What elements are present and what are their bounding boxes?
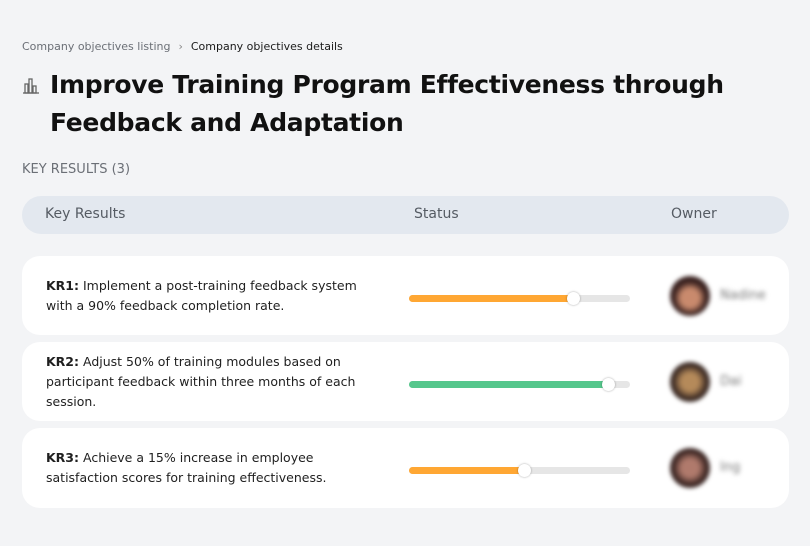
key-result-text: Implement a post-training feedback syste… — [46, 277, 357, 313]
progress-bar[interactable] — [409, 291, 630, 305]
key-result-text: Adjust 50% of training modules based on … — [46, 353, 356, 409]
progress-bar[interactable] — [409, 377, 630, 391]
owner-name: Ing — [720, 460, 741, 475]
table-header: Key Results Status Owner — [22, 196, 789, 234]
key-result-id: KR3: — [46, 450, 80, 465]
owner-avatar — [670, 361, 710, 402]
progress-fill — [409, 467, 524, 474]
progress-handle[interactable] — [566, 291, 580, 305]
breadcrumb-parent-link[interactable]: Company objectives listing — [22, 40, 171, 53]
key-result-row[interactable]: KR3: Achieve a 15% increase in employee … — [22, 428, 789, 508]
chart-bars-icon — [23, 78, 39, 94]
key-result-id: KR1: — [46, 277, 80, 293]
breadcrumb: Company objectives listing › Company obj… — [22, 40, 343, 53]
progress-fill — [409, 294, 573, 302]
key-result-description: KR3: Achieve a 15% increase in employee … — [46, 448, 376, 488]
owner-name: Dai — [720, 373, 742, 389]
key-results-count: KEY RESULTS (3) — [22, 162, 131, 177]
owner-name: Nadine — [720, 287, 766, 303]
page-title: Improve Training Program Effectiveness t… — [50, 70, 724, 137]
owner-avatar — [670, 275, 710, 316]
header-key-results: Key Results — [45, 206, 126, 222]
progress-handle[interactable] — [601, 377, 615, 391]
key-result-id: KR2: — [46, 353, 80, 369]
key-result-row[interactable]: KR1: Implement a post-training feedback … — [22, 256, 789, 335]
key-result-description: KR1: Implement a post-training feedback … — [46, 276, 376, 316]
progress-handle[interactable] — [517, 464, 531, 477]
progress-fill — [409, 380, 608, 388]
page-header: Improve Training Program Effectiveness t… — [22, 66, 742, 142]
header-owner: Owner — [671, 206, 717, 222]
owner-avatar — [670, 448, 710, 488]
header-status: Status — [414, 206, 459, 222]
progress-bar[interactable] — [409, 464, 630, 477]
key-result-description: KR2: Adjust 50% of training modules base… — [46, 352, 376, 412]
key-result-row[interactable]: KR2: Adjust 50% of training modules base… — [22, 342, 789, 421]
breadcrumb-current: Company objectives details — [190, 40, 343, 53]
breadcrumb-separator: › — [178, 40, 183, 53]
key-result-text: Achieve a 15% increase in employee satis… — [46, 450, 327, 485]
